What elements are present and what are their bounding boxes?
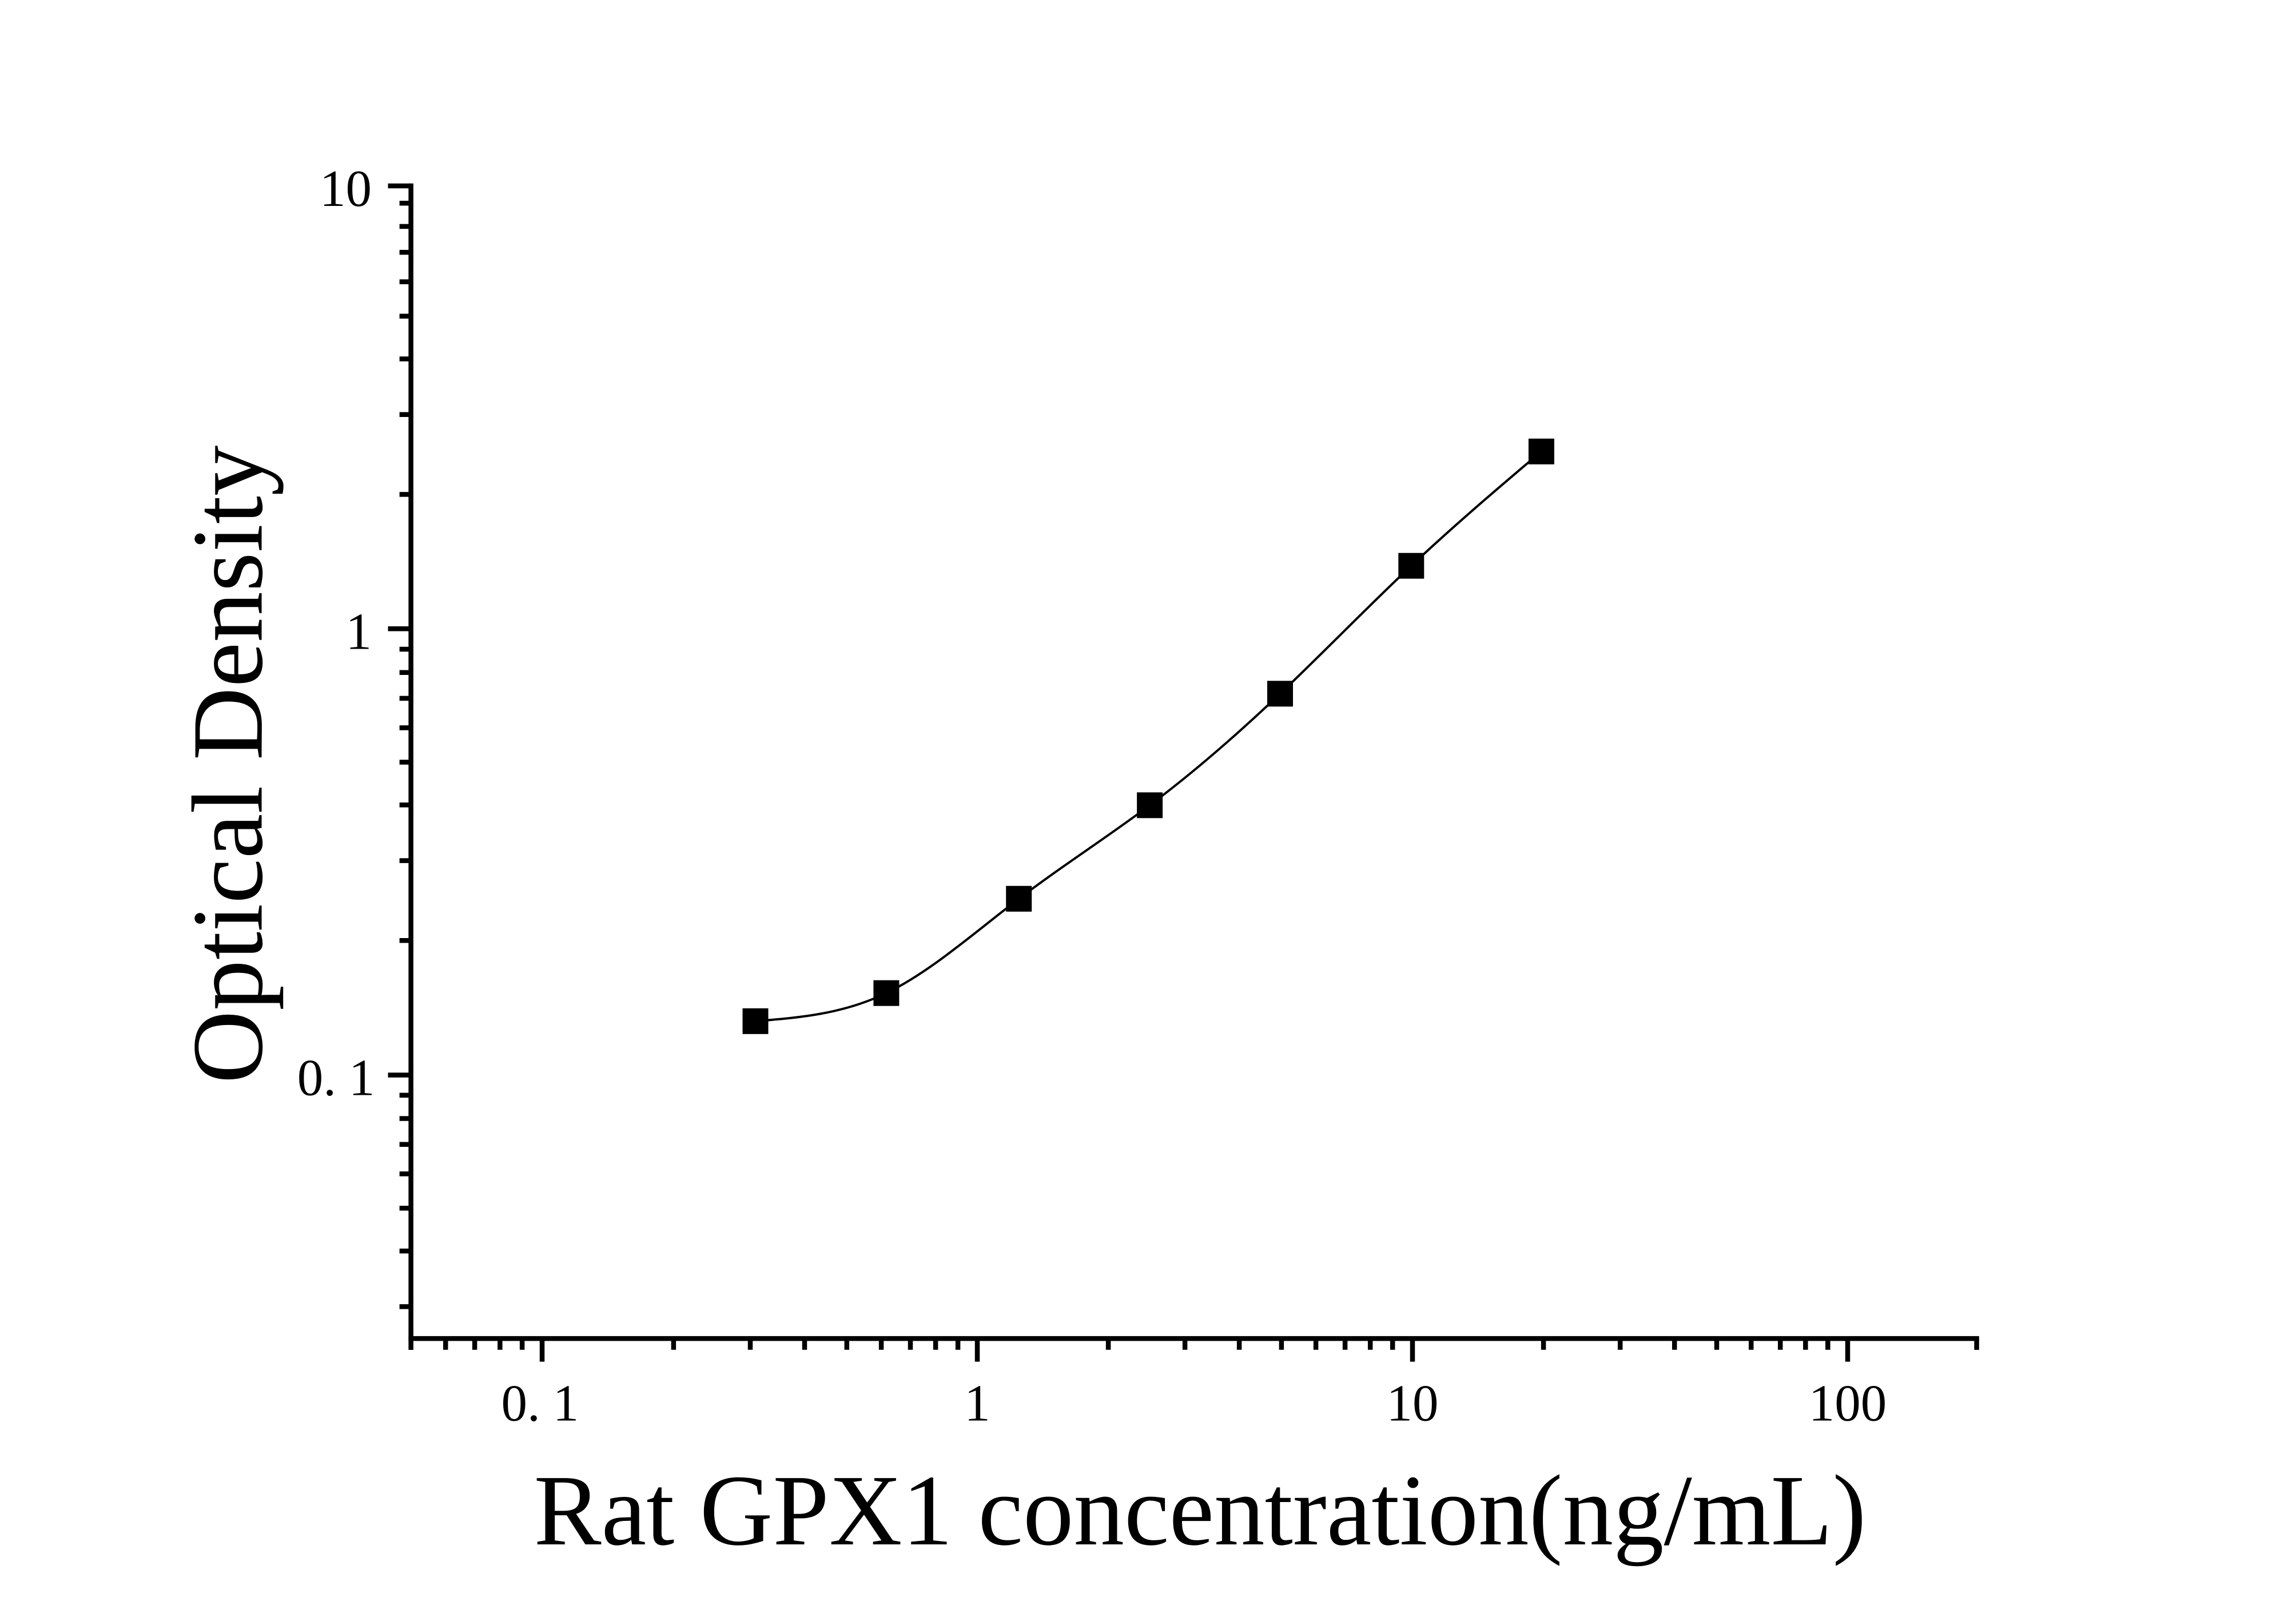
svg-text:1: 1	[964, 1374, 990, 1432]
svg-text:Rat GPX1 concentration(ng/mL): Rat GPX1 concentration(ng/mL)	[534, 1455, 1867, 1567]
svg-text:Optical Density: Optical Density	[172, 446, 284, 1084]
svg-text:100: 100	[1809, 1374, 1887, 1432]
svg-text:10: 10	[1387, 1374, 1439, 1432]
svg-text:0.1: 0. 1	[297, 1049, 375, 1107]
svg-text:10: 10	[320, 160, 372, 217]
svg-text:0.1: 0. 1	[502, 1374, 579, 1432]
svg-text:1: 1	[346, 602, 372, 660]
